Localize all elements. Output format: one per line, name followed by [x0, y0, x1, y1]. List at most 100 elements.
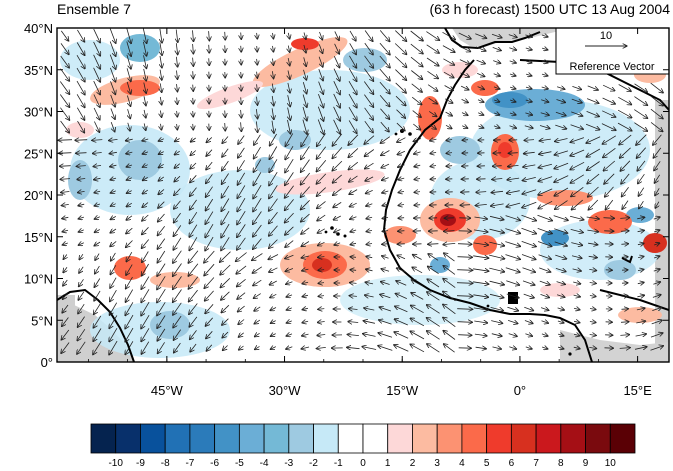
wind-vector — [333, 188, 342, 196]
wind-vector — [237, 185, 246, 198]
colorbar-label: -4 — [260, 458, 269, 469]
wind-vector — [396, 122, 405, 131]
wind-vector — [410, 331, 425, 340]
wind-vector — [541, 347, 548, 349]
wind-vector — [509, 74, 516, 76]
wind-vector — [141, 328, 150, 341]
wind-vectors — [58, 28, 664, 355]
wind-vector — [333, 93, 341, 108]
wind-vector — [524, 307, 533, 310]
wind-vector — [555, 268, 566, 271]
wind-vector — [222, 345, 228, 351]
wind-vector — [413, 139, 422, 142]
wind-vector — [490, 204, 504, 206]
wind-vector — [93, 54, 101, 69]
wind-vector — [59, 94, 69, 108]
wind-vector — [634, 347, 647, 350]
wind-vector — [144, 123, 146, 130]
wind-vector — [317, 228, 326, 233]
colorbar-swatch — [313, 423, 339, 454]
wind-vector — [589, 309, 596, 310]
wind-vector — [571, 111, 583, 116]
wind-vector — [634, 83, 648, 92]
wind-vector — [126, 41, 131, 57]
wind-vector — [506, 280, 519, 285]
wind-vector — [126, 68, 131, 81]
wind-vector — [160, 55, 162, 68]
wind-vector — [490, 307, 504, 310]
wind-vector — [381, 178, 389, 181]
lon-tick-label: 45°W — [151, 383, 184, 398]
wind-vector — [347, 347, 360, 348]
wind-vector — [110, 277, 117, 289]
wind-vector — [285, 172, 294, 185]
wind-vector — [301, 241, 310, 247]
wind-vector — [350, 270, 357, 271]
wind-vector — [142, 251, 149, 263]
wind-vector — [188, 289, 198, 302]
wind-vector — [253, 184, 262, 199]
wind-vector — [253, 293, 261, 299]
colorbar-label: 8 — [558, 458, 564, 469]
wind-vector — [109, 327, 118, 342]
wind-vector — [638, 256, 644, 257]
wind-vector — [109, 54, 116, 70]
wind-vector — [190, 330, 197, 339]
wind-vector — [395, 306, 408, 313]
wind-vector — [173, 225, 182, 236]
wind-vector — [505, 267, 520, 273]
wind-vector — [382, 244, 389, 245]
wind-vector — [75, 140, 88, 141]
wind-vector — [318, 68, 323, 81]
wind-vector — [76, 166, 86, 167]
wind-vector — [206, 331, 213, 338]
wind-vector — [395, 95, 406, 106]
wind-vector — [77, 29, 84, 42]
wind-vector — [491, 321, 503, 324]
wind-vector — [522, 189, 537, 194]
wind-vector — [350, 217, 357, 220]
wind-vector — [473, 308, 488, 310]
wind-vector — [316, 173, 327, 184]
wind-vector — [273, 45, 274, 52]
wind-vector — [414, 152, 421, 154]
wind-vector — [525, 334, 532, 337]
wind-vector — [157, 302, 166, 315]
wind-vector — [189, 224, 198, 238]
wind-vector — [588, 243, 598, 245]
wind-vector — [193, 43, 194, 54]
wind-vector — [205, 236, 214, 251]
wind-vector — [94, 217, 100, 219]
wind-vector — [380, 136, 391, 144]
wind-vector — [398, 178, 405, 180]
wind-vector — [445, 125, 452, 128]
wind-vector — [525, 74, 532, 76]
wind-vector — [269, 133, 277, 146]
wind-vector — [126, 264, 133, 276]
wind-vector — [426, 57, 439, 66]
wind-vector — [379, 81, 390, 94]
wind-vector — [538, 163, 553, 168]
wind-vector — [636, 321, 645, 323]
wind-vector — [509, 48, 516, 50]
wind-vector — [125, 139, 133, 141]
wind-vector — [443, 243, 456, 244]
plot-title-left: Ensemble 7 — [57, 1, 131, 17]
wind-vector — [414, 192, 421, 193]
wind-vector — [126, 54, 131, 69]
wind-vector — [398, 205, 405, 206]
wind-vector — [443, 291, 456, 302]
wind-vector — [363, 81, 373, 95]
wind-vector — [110, 241, 117, 246]
wind-vector — [492, 47, 502, 50]
wind-vector — [573, 334, 580, 336]
wind-vector — [332, 133, 343, 146]
wind-vector — [428, 254, 439, 261]
colorbar-swatch — [337, 423, 364, 454]
wind-vector — [637, 282, 644, 283]
colorbar-swatch — [189, 423, 216, 454]
wind-vector — [285, 226, 294, 235]
wind-vector — [317, 106, 323, 122]
wind-vector — [63, 267, 67, 272]
wind-vector — [241, 45, 242, 52]
